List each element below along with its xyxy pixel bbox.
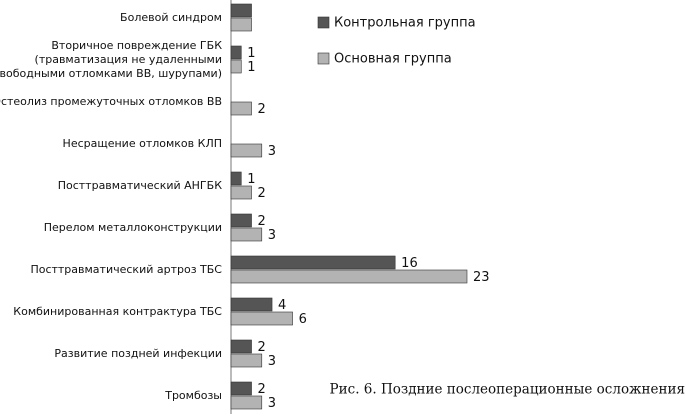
value-label: 1: [247, 172, 255, 187]
bar: [230, 45, 242, 60]
category-label: Тромбозы: [164, 389, 222, 402]
bar: [230, 185, 252, 200]
category-label: Болевой синдром: [120, 11, 222, 24]
bar: [230, 227, 263, 242]
category-label: Развитие поздней инфекции: [54, 347, 222, 360]
bar: [230, 381, 252, 396]
bar: [230, 17, 252, 32]
value-label: 4: [278, 298, 286, 313]
bar: [230, 3, 252, 18]
bar: [230, 255, 396, 270]
value-label: 23: [473, 270, 490, 285]
bar: [230, 213, 252, 228]
category-label: Перелом металлоконструкции: [44, 221, 222, 234]
value-label: 16: [401, 256, 418, 271]
value-label: 2: [258, 214, 266, 229]
category-label: Посттравматический артроз ТБС: [30, 263, 222, 276]
category-label: Комбинированная контрактура ТБС: [13, 305, 222, 318]
value-label: 2: [258, 186, 266, 201]
bar: [230, 339, 252, 354]
value-label: 3: [268, 354, 276, 369]
value-label: 3: [268, 144, 276, 159]
bar: [230, 297, 273, 312]
category-label: Несращение отломков КЛП: [63, 137, 222, 150]
bar: [230, 353, 263, 368]
category-label: Остеолиз промежуточных отломков ВВ: [0, 95, 222, 108]
bar: [230, 143, 263, 158]
legend-swatch: [317, 52, 330, 65]
value-label: 1: [247, 60, 255, 75]
category-label: Посттравматический АНГБК: [58, 179, 222, 192]
legend-swatch: [317, 16, 330, 29]
value-label: 2: [258, 102, 266, 117]
value-label: 2: [258, 340, 266, 355]
bar: [230, 395, 263, 410]
bar: [230, 101, 252, 116]
bar: [230, 59, 242, 74]
caption: Рис. 6. Поздние послеоперационные осложн…: [330, 382, 685, 398]
bar: [230, 269, 468, 284]
value-label: 3: [268, 228, 276, 243]
legend-label: Контрольная группа: [334, 16, 476, 31]
legend-label: Основная группа: [334, 52, 452, 67]
bar: [230, 171, 242, 186]
category-label: Вторичное повреждение ГБК (травматизация …: [0, 39, 222, 80]
value-label: 3: [268, 396, 276, 411]
value-label: 1: [247, 46, 255, 61]
bar: [230, 311, 293, 326]
value-label: 6: [299, 312, 307, 327]
value-label: 2: [258, 382, 266, 397]
